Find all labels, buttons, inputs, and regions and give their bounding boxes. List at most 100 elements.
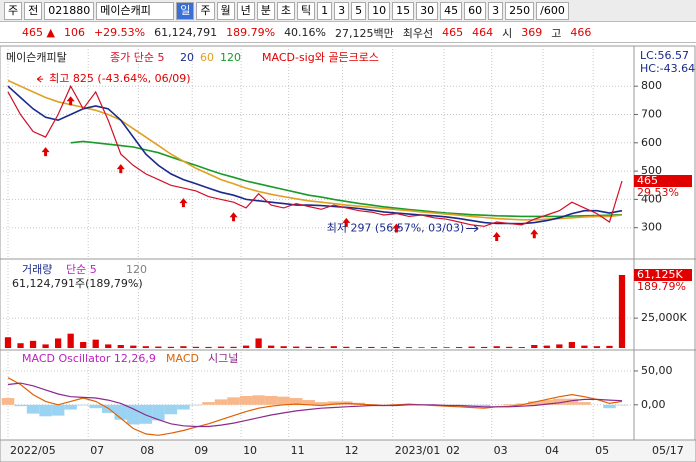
- oscillator-bar: [1, 398, 15, 405]
- volume-bar: [556, 344, 563, 348]
- volume-bar: [130, 345, 137, 348]
- oscillator-bar: [239, 396, 253, 405]
- volume-bar: [155, 346, 162, 348]
- series-line: [7, 382, 623, 428]
- oscillator-bar: [89, 404, 102, 409]
- volume-bar: [493, 346, 500, 348]
- golden-cross-arrow: [179, 198, 188, 208]
- low-label: 최저 297 (56.57%, 03/03): [327, 222, 464, 235]
- volume-bar: [268, 345, 275, 348]
- golden-cross-arrow: [66, 96, 75, 106]
- oscillator-bar: [14, 404, 27, 407]
- toolbar-item[interactable]: 주: [4, 1, 23, 20]
- toolbar-item[interactable]: 주: [196, 1, 215, 20]
- toolbar-item[interactable]: 10: [368, 1, 391, 20]
- volume-bar: [80, 342, 87, 348]
- legend-entry: 20: [180, 51, 194, 64]
- oscillator-bar: [26, 404, 40, 414]
- volume-bar: [581, 345, 588, 348]
- quote-field: 189.79%: [226, 26, 276, 39]
- oscillator-bar: [289, 398, 303, 405]
- y-tick-label: 400: [641, 192, 662, 205]
- toolbar-item[interactable]: 틱: [297, 1, 316, 20]
- volume-bar: [568, 342, 576, 348]
- last-volume-change: 189.79%: [637, 280, 686, 293]
- toolbar-item[interactable]: 년: [236, 1, 255, 20]
- oscillator-bar: [515, 403, 529, 405]
- oscillator-bar: [565, 398, 579, 405]
- oscillator-bar: [277, 396, 290, 405]
- volume-bar: [67, 333, 74, 348]
- right-axis: [633, 45, 696, 441]
- oscillator-bar: [315, 402, 328, 405]
- count-input[interactable]: 250: [505, 1, 535, 20]
- oscillator-bar: [264, 396, 278, 405]
- volume-bar: [54, 338, 62, 348]
- volume-bar: [606, 345, 613, 348]
- legend-entry: MACD Oscillator 12,26,9: [22, 352, 156, 365]
- quote-field: 61,124,791: [154, 26, 218, 39]
- last-volume: 61,125K: [637, 268, 683, 281]
- x-tick-label: 11: [291, 444, 305, 457]
- quote-row: 465 ▲ 106 +29.53% 61,124,791 189.79% 40.16% 27…: [0, 23, 696, 43]
- volume-bar: [205, 346, 212, 348]
- oscillator-bar: [39, 404, 52, 417]
- oscillator-bar: [502, 404, 516, 405]
- low-marker: [466, 225, 479, 232]
- count-max: /600: [536, 1, 569, 20]
- volume-bar: [167, 346, 175, 348]
- oscillator-bar: [127, 404, 140, 425]
- toolbar-item[interactable]: 45: [440, 1, 463, 20]
- oscillator-bar: [528, 401, 541, 405]
- toolbar-item[interactable]: 60: [464, 1, 487, 20]
- oscillator-bar: [465, 404, 478, 407]
- volume-bar: [242, 345, 250, 348]
- quote-field: 106: [63, 26, 85, 39]
- volume-bar: [343, 346, 350, 348]
- toolbar-item[interactable]: 메이슨캐피: [96, 1, 175, 20]
- last-price: 465: [637, 174, 658, 187]
- toolbar-item[interactable]: 5: [351, 1, 367, 20]
- toolbar-item[interactable]: 전: [24, 1, 43, 20]
- last-change: 29.53%: [637, 186, 679, 199]
- golden-cross-arrow: [530, 229, 539, 239]
- toolbar-item[interactable]: 30: [416, 1, 439, 20]
- volume-bar: [531, 345, 538, 348]
- oscillator-bar: [302, 400, 315, 405]
- volume-bar: [618, 274, 626, 348]
- high-marker: [36, 75, 44, 83]
- volume-bar: [105, 344, 112, 348]
- last-volume-box: [634, 268, 692, 281]
- x-tick-label: 07: [90, 444, 104, 457]
- x-tick-label: 08: [140, 444, 154, 457]
- toolbar-item[interactable]: 분: [256, 1, 275, 20]
- toolbar-item[interactable]: 초: [276, 1, 295, 20]
- series-line: [7, 79, 623, 221]
- volume-bar: [142, 346, 149, 348]
- toolbar-item[interactable]: 일: [176, 1, 195, 20]
- volume-bar: [192, 346, 200, 348]
- plot-frame: [0, 45, 635, 441]
- volume-bar: [430, 347, 438, 348]
- oscillator-bar: [553, 398, 566, 405]
- last-price-box: [634, 175, 692, 188]
- toolbar-item[interactable]: 3: [334, 1, 350, 20]
- volume-bar: [355, 347, 362, 348]
- toolbar-item[interactable]: 월: [216, 1, 235, 20]
- toolbar: 주 전 021880 메이슨캐피 일 주 월 년 분 초 틱 1 3 5 10 15 30 45 60 3 250/60…: [0, 0, 696, 22]
- volume-bar: [518, 347, 525, 348]
- oscillator-bar: [578, 402, 591, 405]
- legend-entry: 60: [200, 51, 214, 64]
- oscillator-bar: [152, 404, 165, 421]
- y-tick-label: 700: [641, 108, 662, 121]
- toolbar-item[interactable]: 3: [488, 1, 504, 20]
- toolbar-item[interactable]: 021880: [44, 1, 95, 20]
- toolbar-item[interactable]: 15: [392, 1, 415, 20]
- volume-bar: [17, 343, 24, 348]
- toolbar-item[interactable]: 1: [317, 1, 333, 20]
- quote-field: 40.16%: [284, 26, 327, 39]
- y-tick-label: 25,000K: [641, 311, 687, 324]
- volume-bar: [468, 346, 475, 348]
